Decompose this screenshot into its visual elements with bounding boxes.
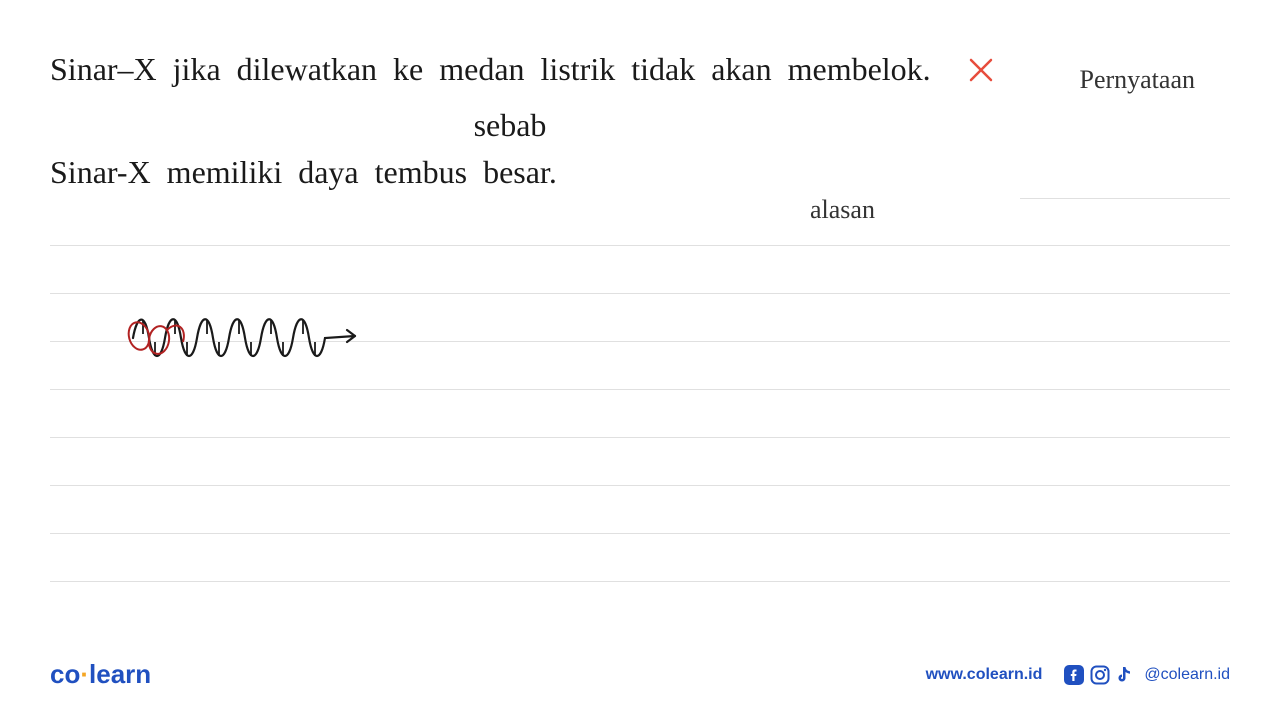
logo-dot: · [80, 659, 89, 689]
social-handle: @colearn.id [1144, 666, 1230, 684]
footer-right: www.colearn.id @colearn.id [926, 665, 1230, 685]
facebook-icon[interactable] [1064, 665, 1084, 685]
label-alasan: alasan [810, 195, 875, 225]
social-icons: @colearn.id [1064, 665, 1230, 685]
statement-1: Sinar–X jika dilewatkan ke medan listrik… [50, 45, 1010, 97]
ruled-line [50, 581, 1230, 582]
tiktok-icon[interactable] [1116, 665, 1134, 685]
ruled-line [50, 293, 1230, 294]
label-pernyataan: Pernyataan [1079, 65, 1195, 95]
website-link[interactable]: www.colearn.id [926, 666, 1043, 684]
footer: co·learn www.colearn.id [50, 659, 1230, 690]
logo: co·learn [50, 659, 151, 690]
ruled-line [50, 389, 1230, 390]
instagram-icon[interactable] [1090, 665, 1110, 685]
wave-drawing [125, 300, 385, 380]
x-mark-icon [967, 49, 995, 97]
ruled-line [50, 245, 1230, 246]
statement-1-text: Sinar–X jika dilewatkan ke medan listrik… [50, 51, 931, 87]
statement-2: Sinar-X memiliki daya tembus besar. [50, 154, 1230, 191]
logo-co: co [50, 659, 80, 689]
ruled-line [50, 485, 1230, 486]
ruled-line [50, 437, 1230, 438]
logo-learn: learn [89, 659, 151, 689]
ruled-line [50, 533, 1230, 534]
connector-sebab: sebab [250, 107, 770, 144]
ruled-line-short [1020, 198, 1230, 199]
